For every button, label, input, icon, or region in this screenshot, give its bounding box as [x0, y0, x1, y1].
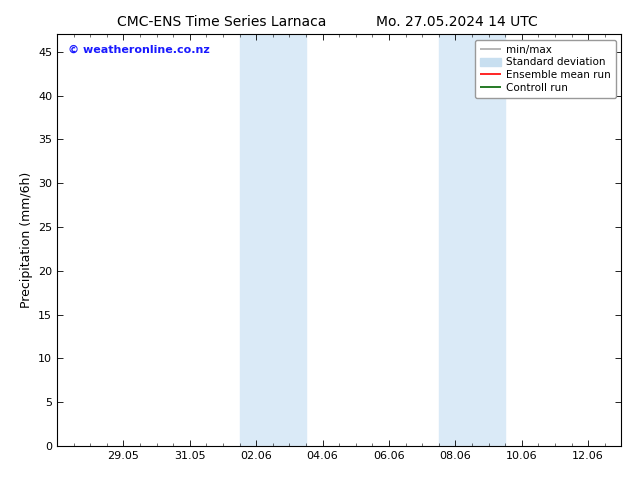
Legend: min/max, Standard deviation, Ensemble mean run, Controll run: min/max, Standard deviation, Ensemble me…: [475, 40, 616, 98]
Text: CMC-ENS Time Series Larnaca: CMC-ENS Time Series Larnaca: [117, 15, 327, 29]
Bar: [439, 34, 505, 446]
Y-axis label: Precipitation (mm/6h): Precipitation (mm/6h): [20, 172, 32, 308]
Bar: [240, 34, 306, 446]
Text: Mo. 27.05.2024 14 UTC: Mo. 27.05.2024 14 UTC: [375, 15, 538, 29]
Text: © weatheronline.co.nz: © weatheronline.co.nz: [68, 45, 210, 54]
